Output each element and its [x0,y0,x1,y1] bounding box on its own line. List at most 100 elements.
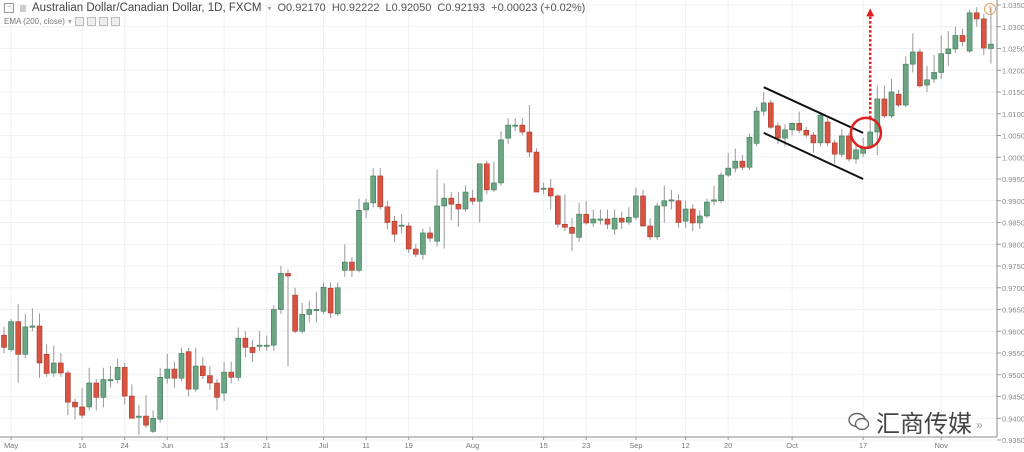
candle-up [498,139,504,184]
x-tick-label: 19 [405,441,413,450]
candle-up [157,377,163,420]
candle-down [803,129,810,136]
x-tick-label: Aug [466,441,479,450]
candle-up [874,98,881,133]
symbol-settings-icon[interactable] [20,4,26,12]
x-tick-label: 11 [362,441,370,450]
candle-down [618,217,625,223]
indicator-settings-icon[interactable] [86,17,96,26]
candle-down [604,218,611,225]
candles [1,7,994,435]
candle-down [831,142,838,155]
candle-up [164,368,171,379]
candle-up [341,261,348,271]
candle-down [79,406,85,416]
candle-down [647,225,653,238]
candle-down [36,325,43,364]
candle-up [576,213,582,238]
candle-down [455,203,462,210]
candle-up [505,124,511,139]
candle-down [895,93,902,106]
price-axis[interactable]: 1.03500 1.03000 1.02500 1.02000 1.01500 1.010… [996,0,1024,445]
grid [0,0,997,441]
indicator-label[interactable]: EMA (200, close) [4,17,65,26]
candle-down [171,368,178,379]
x-tick-label: Jul [319,441,329,450]
y-tick-label: 1.01000 [1002,110,1024,119]
open-value: O0.92170 [277,2,326,14]
candle-up [491,182,497,191]
candle-up [540,187,547,190]
x-tick-label: 23 [582,441,590,450]
candle-up [398,224,405,227]
x-tick-label: May [4,441,18,450]
x-tick-label: 21 [263,441,271,450]
candle-down [285,273,291,277]
candle-down [384,206,391,223]
channel-lower-line[interactable] [763,131,864,180]
candle-up [838,135,845,155]
candle-down [846,135,852,160]
candle-down [980,18,987,49]
chevron-down-icon[interactable]: ▾ [67,17,72,26]
candle-up [704,201,710,217]
candle-down [739,160,746,168]
candle-up [114,367,121,380]
time-axis[interactable]: May 16 24 Jun 13 21 Jul 11 19 Aug 15 23 Sep 12 20 Oct 17… [0,436,997,450]
x-tick-label: 15 [539,441,547,450]
close-value: C0.92193 [437,2,486,14]
candle-up [221,371,227,394]
scroll-to-latest-button[interactable]: » [976,418,983,432]
candle-up [817,114,824,144]
candle-down [569,226,575,234]
candle-up [420,232,426,255]
collapse-icon[interactable]: − [4,3,14,13]
indicator-more-icon[interactable] [98,17,108,26]
candle-up [363,202,369,211]
indicator-visibility-icon[interactable] [74,17,84,26]
candle-up [782,129,788,139]
change-value: +0.00023 (+0.02%) [491,2,586,14]
candle-up [370,175,377,204]
candle-up [462,191,469,210]
candle-down [775,125,781,139]
x-tick-label: Jun [161,441,173,450]
candle-up [306,309,313,315]
candle-down [562,223,568,228]
candle-down [15,321,21,355]
x-tick-label: 12 [681,441,689,450]
candle-up [107,379,114,382]
candle-up [334,287,341,315]
candle-down [469,197,476,202]
candle-up [909,51,916,65]
candle-up [668,199,675,202]
breakout-circle[interactable] [849,116,883,150]
candle-down [796,123,803,131]
chevron-down-icon[interactable]: ▾ [267,3,272,13]
candle-down [242,337,249,348]
candle-up [988,43,994,49]
candle-up [625,216,632,223]
candle-down [207,375,213,384]
legend-header: − Australian Dollar/Canadian Dollar, 1D,… [4,2,585,14]
y-tick-label: 1.03500 [1002,1,1024,10]
candle-down [292,294,298,332]
candle-up [178,353,185,379]
symbol-title[interactable]: Australian Dollar/Canadian Dollar, 1D, F… [32,2,262,14]
x-tick-label: 20 [724,441,732,450]
candle-up [100,379,107,398]
candle-down [349,261,355,271]
candle-up [299,313,306,332]
candle-up [682,208,689,222]
channel-upper-line[interactable] [763,86,864,134]
candle-down [554,195,561,225]
candle-up [8,321,14,350]
alert-badge-icon[interactable]: 1 [983,2,997,16]
indicator-remove-icon[interactable] [110,17,120,26]
